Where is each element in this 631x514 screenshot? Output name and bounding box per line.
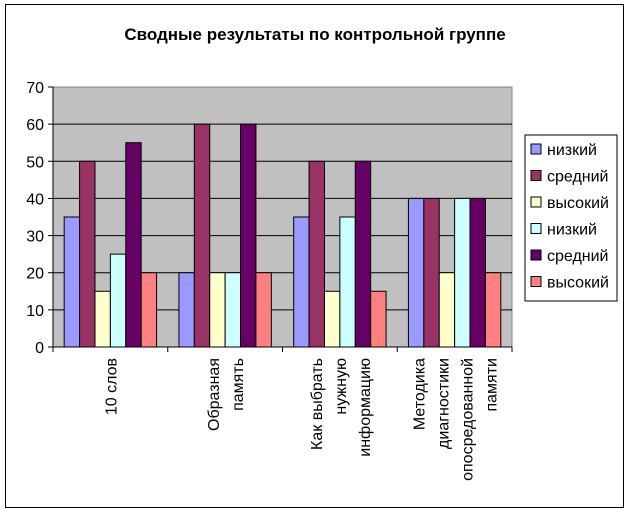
bar-series-0-cat-1 — [178, 272, 195, 348]
legend-swatch — [530, 143, 542, 155]
bar-series-5-cat-3 — [484, 272, 502, 348]
legend-label: низкий — [547, 142, 597, 159]
bar-series-2-cat-2 — [323, 290, 341, 348]
x-category-label-line: памяти — [484, 358, 501, 412]
x-category-label-line: опосредованной — [460, 358, 477, 481]
legend: низкий средний высокий низкий средний высокий — [524, 134, 618, 302]
bar-series-5-cat-0 — [140, 272, 158, 348]
x-category-label-line: Как выбрать — [309, 358, 326, 450]
legend-swatch — [530, 170, 542, 181]
x-category-label-line: память — [230, 358, 247, 411]
legend-box — [524, 134, 618, 302]
legend-label: высокий — [547, 195, 609, 212]
legend-swatch — [530, 249, 542, 261]
legend-swatch — [530, 276, 542, 287]
x-category-label-line: 10 слов — [103, 358, 120, 415]
plot-area: 0 10 20 30 40 50 60 70 10 слов Образная память Как … — [26, 80, 513, 481]
y-tick-label: 30 — [26, 229, 44, 246]
x-category-label-line: диагностики — [436, 358, 453, 449]
legend-label: средний — [547, 169, 609, 186]
x-category-label: Как выбрать нужную информацию — [309, 358, 374, 457]
x-category-label: Методика диагностики опосредованной памяти — [412, 358, 501, 481]
bar-series-4-cat-1 — [240, 123, 257, 348]
bar-series-5-cat-2 — [370, 290, 387, 348]
x-category-label: 10 слов — [103, 358, 120, 415]
legend-label: низкий — [547, 222, 597, 239]
x-category-label-line: Образная — [206, 358, 223, 431]
bar-series-1-cat-0 — [79, 160, 96, 348]
bar-series-3-cat-3 — [454, 197, 471, 348]
bar-series-3-cat-2 — [339, 216, 356, 348]
y-tick-label: 60 — [26, 117, 44, 134]
bar-series-1-cat-3 — [423, 197, 440, 348]
y-tick-label: 50 — [26, 154, 44, 171]
bar-series-1-cat-2 — [308, 160, 325, 348]
bar-series-4-cat-3 — [469, 197, 486, 348]
y-tick-label: 40 — [26, 191, 44, 208]
bar-series-1-cat-1 — [193, 123, 211, 348]
chart-title: Сводные результаты по контрольной группе — [124, 25, 505, 44]
x-category-label-line: информацию — [357, 358, 374, 457]
bar-series-0-cat-2 — [293, 216, 310, 348]
bar-series-0-cat-3 — [407, 197, 425, 348]
y-tick-label: 0 — [35, 340, 44, 357]
legend-label: средний — [547, 248, 609, 265]
legend-swatch — [530, 196, 542, 208]
bar-series-5-cat-1 — [255, 272, 272, 348]
bar-series-2-cat-0 — [94, 290, 111, 348]
bar-series-2-cat-1 — [209, 272, 226, 348]
bar-series-4-cat-2 — [354, 160, 372, 348]
bar-series-2-cat-3 — [438, 272, 456, 348]
y-tick-label: 70 — [26, 80, 44, 97]
x-category-label-line: Методика — [412, 358, 429, 430]
bar-series-3-cat-0 — [109, 253, 127, 348]
y-tick-label: 20 — [26, 266, 44, 283]
y-tick-label: 10 — [26, 303, 44, 320]
legend-swatch — [530, 223, 542, 234]
bar-series-4-cat-0 — [125, 142, 142, 348]
bar-series-0-cat-0 — [63, 216, 81, 348]
x-category-label: Образная память — [206, 358, 247, 431]
legend-label: высокий — [547, 275, 609, 292]
bar-series-3-cat-1 — [224, 272, 242, 348]
x-category-label-line: нужную — [333, 358, 350, 415]
